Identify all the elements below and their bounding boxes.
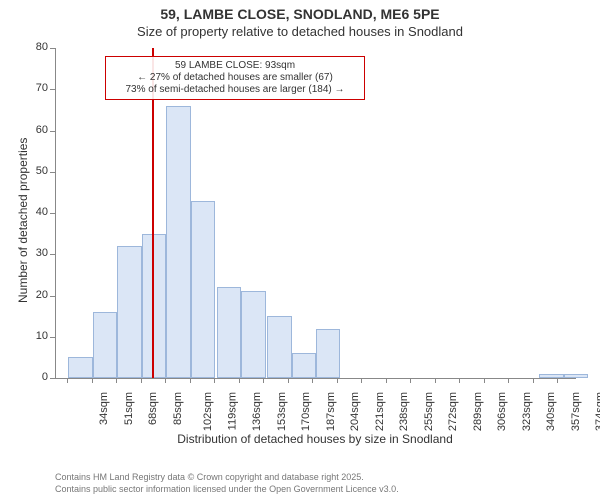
histogram-bar	[267, 316, 291, 378]
x-tick-label: 136sqm	[251, 392, 263, 431]
x-tick-mark	[435, 378, 436, 383]
x-tick-label: 289sqm	[472, 392, 484, 431]
x-tick-mark	[214, 378, 215, 383]
y-tick-mark	[50, 89, 55, 90]
x-tick-mark	[459, 378, 460, 383]
histogram-bar	[316, 329, 340, 379]
callout-box: 59 LAMBE CLOSE: 93sqm← 27% of detached h…	[105, 56, 365, 100]
x-tick-mark	[337, 378, 338, 383]
chart-container: 59, LAMBE CLOSE, SNODLAND, ME6 5PE Size …	[0, 0, 600, 500]
y-tick-label: 0	[20, 371, 48, 383]
x-tick-mark	[141, 378, 142, 383]
x-tick-label: 85sqm	[172, 392, 184, 425]
x-tick-mark	[533, 378, 534, 383]
histogram-bar	[217, 287, 241, 378]
histogram-bar	[166, 106, 190, 378]
x-tick-label: 51sqm	[123, 392, 135, 425]
x-tick-label: 272sqm	[447, 392, 459, 431]
y-tick-label: 80	[20, 41, 48, 53]
histogram-bar	[191, 201, 215, 378]
y-tick-mark	[50, 48, 55, 49]
chart-title-sub: Size of property relative to detached ho…	[0, 24, 600, 39]
x-tick-label: 68sqm	[147, 392, 159, 425]
x-tick-mark	[386, 378, 387, 383]
x-tick-label: 238sqm	[398, 392, 410, 431]
callout-line-1: 59 LAMBE CLOSE: 93sqm	[112, 60, 358, 72]
y-tick-label: 60	[20, 124, 48, 136]
x-tick-label: 170sqm	[300, 392, 312, 431]
chart-title-main: 59, LAMBE CLOSE, SNODLAND, ME6 5PE	[0, 6, 600, 22]
y-tick-label: 20	[20, 289, 48, 301]
x-tick-label: 306sqm	[496, 392, 508, 431]
y-tick-mark	[50, 172, 55, 173]
x-tick-label: 34sqm	[98, 392, 110, 425]
y-tick-mark	[50, 378, 55, 379]
callout-line-2: ← 27% of detached houses are smaller (67…	[112, 72, 358, 84]
y-tick-mark	[50, 337, 55, 338]
x-tick-mark	[92, 378, 93, 383]
footer-line-2: Contains public sector information licen…	[55, 484, 399, 494]
histogram-bar	[117, 246, 141, 378]
y-tick-mark	[50, 213, 55, 214]
x-tick-mark	[288, 378, 289, 383]
x-tick-mark	[67, 378, 68, 383]
x-tick-mark	[165, 378, 166, 383]
x-tick-mark	[190, 378, 191, 383]
x-tick-label: 340sqm	[545, 392, 557, 431]
x-tick-label: 255sqm	[423, 392, 435, 431]
callout-line-3: 73% of semi-detached houses are larger (…	[112, 84, 358, 96]
x-tick-mark	[263, 378, 264, 383]
x-tick-mark	[361, 378, 362, 383]
y-tick-label: 70	[20, 82, 48, 94]
x-tick-label: 153sqm	[276, 392, 288, 431]
y-tick-mark	[50, 131, 55, 132]
x-tick-mark	[116, 378, 117, 383]
x-tick-mark	[312, 378, 313, 383]
x-tick-mark	[557, 378, 558, 383]
x-tick-mark	[239, 378, 240, 383]
x-tick-label: 187sqm	[325, 392, 337, 431]
y-tick-label: 50	[20, 165, 48, 177]
histogram-bar	[68, 357, 92, 378]
histogram-bar	[292, 353, 316, 378]
x-tick-label: 119sqm	[226, 392, 238, 430]
y-tick-label: 40	[20, 206, 48, 218]
y-axis-label: Number of detached properties	[16, 138, 30, 303]
histogram-bar	[539, 374, 563, 378]
histogram-bar	[241, 291, 265, 378]
x-axis-label: Distribution of detached houses by size …	[55, 432, 575, 446]
x-tick-label: 102sqm	[202, 392, 214, 431]
y-tick-mark	[50, 296, 55, 297]
y-tick-label: 30	[20, 247, 48, 259]
x-tick-label: 374sqm	[594, 392, 600, 431]
x-tick-label: 357sqm	[570, 392, 582, 431]
x-tick-label: 204sqm	[349, 392, 361, 431]
x-tick-label: 221sqm	[374, 392, 386, 431]
histogram-bar	[93, 312, 117, 378]
y-tick-mark	[50, 254, 55, 255]
x-tick-label: 323sqm	[521, 392, 533, 431]
y-tick-label: 10	[20, 330, 48, 342]
footer-line-1: Contains HM Land Registry data © Crown c…	[55, 472, 364, 482]
histogram-bar	[564, 374, 588, 378]
x-tick-mark	[484, 378, 485, 383]
x-tick-mark	[410, 378, 411, 383]
x-tick-mark	[508, 378, 509, 383]
